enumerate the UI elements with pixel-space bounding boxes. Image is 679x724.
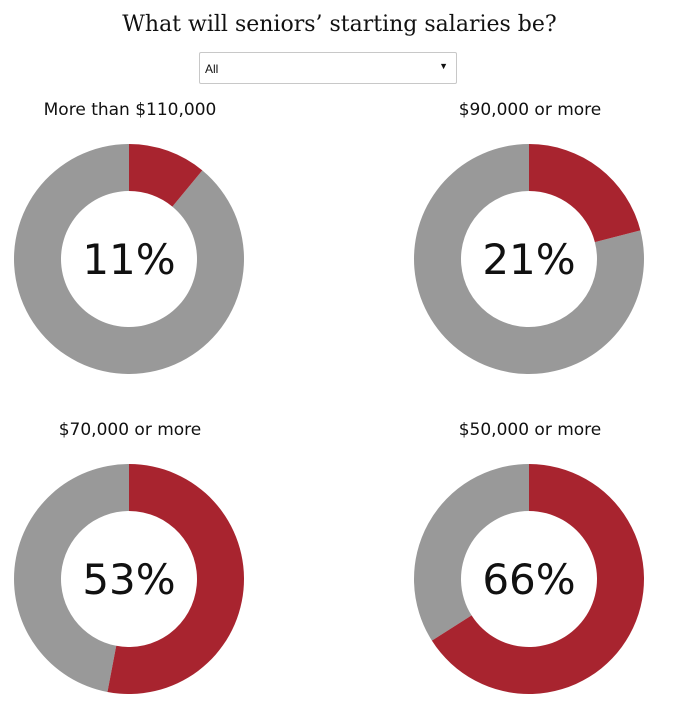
donut-remainder (13, 144, 245, 374)
donut-svg: 21% (414, 144, 644, 374)
chart-label: $50,000 or more (458, 420, 602, 440)
donut-remainder (414, 144, 644, 374)
donut-svg: 11% (13, 144, 245, 374)
percent-label: 21% (482, 235, 575, 284)
chart-label: $90,000 or more (458, 100, 602, 120)
percent-label: 53% (82, 555, 175, 604)
chevron-down-icon: ▼ (439, 61, 448, 71)
donut-share (107, 464, 245, 694)
donut-share (129, 144, 203, 207)
page-title: What will seniors’ starting salaries be? (122, 12, 557, 37)
percent-label: 66% (482, 555, 575, 604)
percent-label: 11% (82, 235, 175, 284)
donut-share (529, 144, 641, 243)
group-select-value: All (205, 62, 219, 76)
chart-label: $70,000 or more (58, 420, 202, 440)
group-select[interactable]: All ▼ (199, 52, 457, 84)
chart-label: More than $110,000 (43, 100, 217, 120)
donut-share (431, 464, 644, 694)
donut-remainder (414, 464, 529, 641)
donut-svg: 53% (14, 464, 245, 694)
donut-remainder (14, 464, 130, 692)
donut-svg: 66% (414, 464, 644, 694)
